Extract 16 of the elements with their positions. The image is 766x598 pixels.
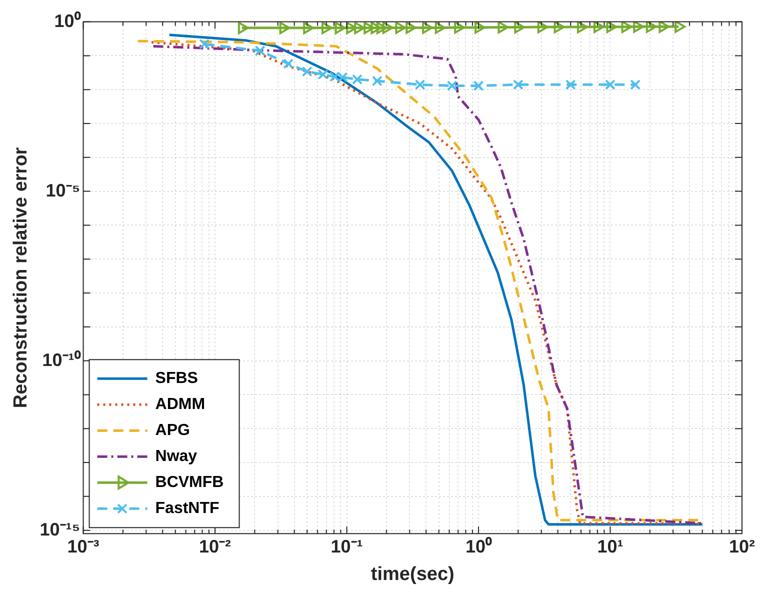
legend-label: ADMM xyxy=(155,396,206,414)
x-tick-label: 10⁰ xyxy=(465,536,493,556)
x-tick-label: 10¹ xyxy=(597,536,624,556)
legend-label: APG xyxy=(155,422,190,440)
x-axis-title: time(sec) xyxy=(370,564,454,585)
x-tick-label: 10² xyxy=(728,536,756,556)
y-axis-title: Reconstruction relative error xyxy=(10,146,32,408)
x-tick-label: 10⁻² xyxy=(199,536,232,556)
x-tick-label: 10⁻¹ xyxy=(330,536,363,556)
legend-label: FastNTF xyxy=(155,500,220,518)
legend-label: SFBS xyxy=(155,370,198,388)
y-tick-label: 10⁻¹⁰ xyxy=(42,350,82,370)
legend-label: BCVMFB xyxy=(155,474,224,492)
y-tick-label: 10⁰ xyxy=(54,10,82,31)
legend-label: Nway xyxy=(155,448,198,466)
y-tick-label: 10⁻⁵ xyxy=(46,180,80,200)
